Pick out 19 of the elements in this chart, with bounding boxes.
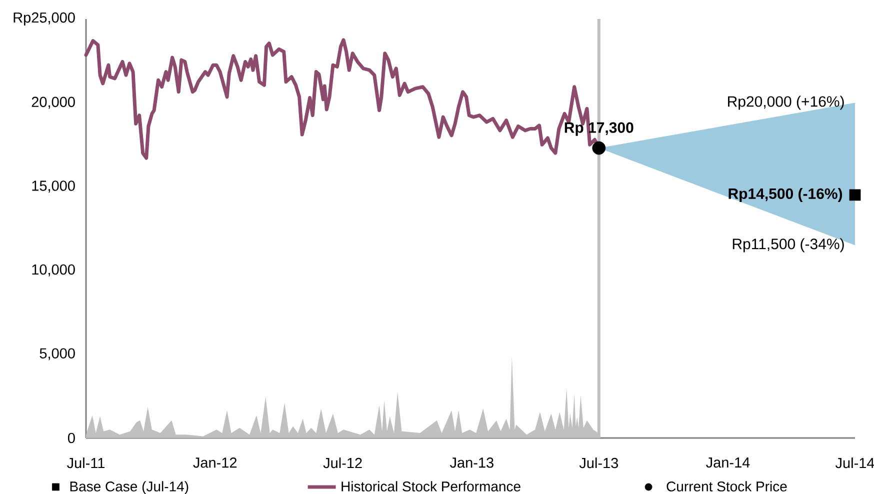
x-tick-label: Jul-12 [323,458,362,468]
y-tick-label: 5,000 [40,348,75,360]
x-tick-label: Jan-13 [450,458,494,468]
legend-label: Base Case (Jul-14) [70,481,188,494]
x-tick-label: Jan-12 [193,458,237,468]
y-tick-label: 20,000 [32,96,75,109]
x-tick-label: Jul-14 [835,458,874,468]
x-tick-label: Jan-14 [706,458,750,468]
x-tick-label: Jul-11 [67,458,105,468]
y-tick-label: 0 [68,432,75,444]
legend-label: Historical Stock Performance [342,481,520,492]
y-tick-label: Rp25,000 [14,12,75,26]
annotation: Rp11,500 (-34%) [732,238,844,252]
y-tick-label: 10,000 [32,264,75,276]
annotation: Rp20,000 (+16%) [728,96,844,110]
data-label: Rp14,500 (-16%) [728,188,842,202]
legend-label: Current Stock Price [666,481,787,492]
x-tick-label: Jul-13 [579,458,618,468]
y-tick-label: 15,000 [32,180,75,193]
